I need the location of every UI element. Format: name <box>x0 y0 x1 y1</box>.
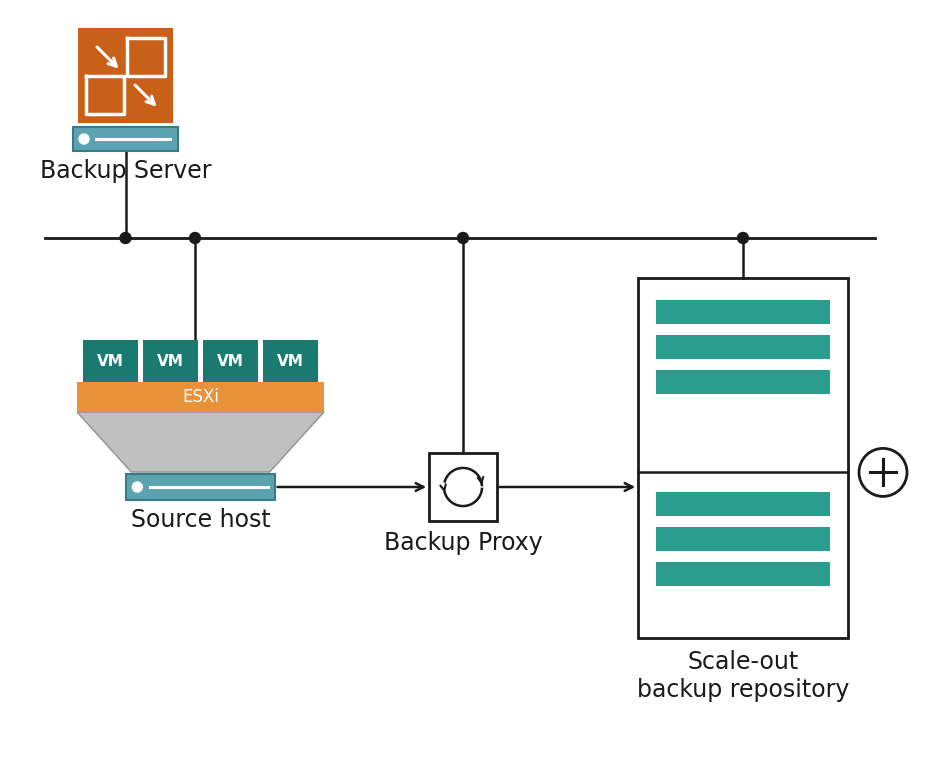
Bar <box>126 474 274 500</box>
Bar <box>656 300 830 324</box>
Bar <box>656 527 830 552</box>
Bar <box>638 278 848 638</box>
Circle shape <box>737 233 749 243</box>
Bar <box>143 340 198 382</box>
Circle shape <box>859 449 907 497</box>
Text: Source host: Source host <box>130 508 271 532</box>
Text: VM: VM <box>157 353 184 369</box>
Bar <box>429 453 497 521</box>
Bar <box>263 340 318 382</box>
Bar <box>78 28 173 123</box>
Circle shape <box>190 233 201 243</box>
Bar <box>77 382 324 412</box>
Text: Backup Server: Backup Server <box>40 159 211 183</box>
Text: ESXi: ESXi <box>182 388 219 406</box>
Bar <box>656 562 830 587</box>
Bar <box>73 127 178 151</box>
Circle shape <box>458 233 469 243</box>
Circle shape <box>132 482 142 492</box>
Circle shape <box>120 233 131 243</box>
Polygon shape <box>77 412 324 472</box>
Circle shape <box>79 134 89 144</box>
Text: VM: VM <box>217 353 244 369</box>
Bar <box>203 340 258 382</box>
Bar <box>656 492 830 517</box>
Bar <box>656 370 830 394</box>
Bar <box>656 335 830 359</box>
Bar <box>83 340 138 382</box>
Text: Backup Proxy: Backup Proxy <box>384 531 542 555</box>
Text: VM: VM <box>97 353 124 369</box>
Text: Scale-out
backup repository: Scale-out backup repository <box>637 650 849 702</box>
Text: VM: VM <box>277 353 304 369</box>
